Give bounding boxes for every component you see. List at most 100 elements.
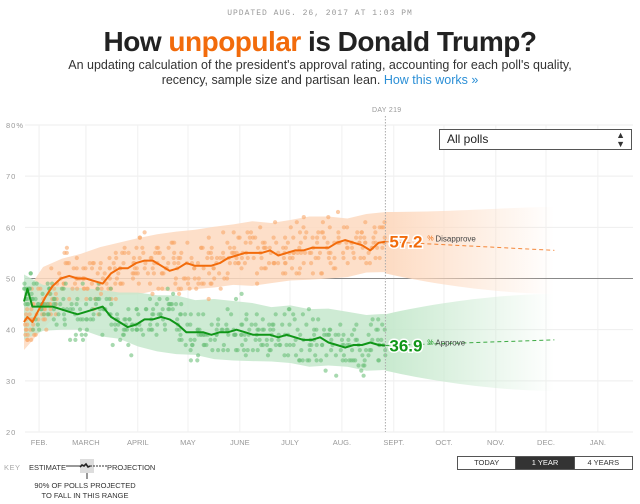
poll-point: [231, 230, 236, 235]
poll-point: [77, 327, 83, 332]
poll-point: [155, 322, 160, 327]
poll-point: [304, 230, 309, 235]
poll-point: [323, 368, 328, 373]
disapprove-projection-line: [385, 241, 555, 251]
poll-point: [310, 317, 315, 322]
poll-point: [351, 250, 356, 255]
poll-point: [121, 261, 126, 266]
poll-point: [107, 266, 112, 271]
poll-point: [172, 240, 177, 245]
legend-symbol-icon: [66, 459, 108, 479]
x-tick-label: MARCH: [72, 438, 100, 447]
poll-point: [309, 261, 314, 266]
poll-point: [189, 342, 195, 348]
poll-point: [362, 235, 367, 240]
poll-point: [183, 342, 188, 348]
poll-point: [160, 271, 165, 276]
time-button-4-years[interactable]: 4 YEARS: [587, 458, 620, 467]
poll-point: [319, 271, 325, 276]
poll-point: [267, 245, 272, 250]
poll-point: [35, 322, 41, 327]
poll-point: [369, 348, 374, 353]
title-highlight: unpopular: [168, 26, 301, 57]
y-tick-label: 80%: [6, 121, 24, 130]
poll-point: [268, 327, 273, 332]
poll-point: [196, 276, 201, 281]
poll-point: [25, 332, 30, 337]
poll-point: [267, 322, 272, 327]
time-button-today[interactable]: TODAY: [458, 457, 517, 469]
poll-point: [80, 281, 85, 286]
x-tick-label: MAY: [180, 438, 196, 447]
poll-point: [355, 230, 360, 235]
poll-point: [91, 312, 96, 317]
poll-point: [316, 255, 321, 261]
poll-point: [333, 332, 338, 337]
poll-point: [359, 368, 364, 373]
poll-point: [113, 327, 118, 332]
poll-point: [245, 255, 250, 261]
poll-point: [324, 353, 329, 358]
y-tick-label: 30: [6, 377, 16, 386]
poll-point: [104, 296, 109, 302]
poll-point: [280, 271, 286, 276]
poll-point: [178, 312, 183, 317]
poll-point: [319, 342, 325, 348]
disapprove-series-label: Disapprove: [435, 235, 476, 244]
poll-point: [95, 286, 100, 291]
poll-point: [341, 225, 346, 230]
poll-point: [41, 312, 46, 317]
poll-point: [236, 261, 241, 266]
poll-point: [114, 255, 119, 261]
poll-point: [260, 342, 266, 348]
poll-point: [322, 235, 327, 240]
poll-point: [350, 348, 355, 353]
poll-filter-select[interactable]: All polls ▲ ▼: [439, 129, 632, 150]
poll-point: [328, 327, 333, 332]
select-arrows-icon: ▲ ▼: [616, 130, 625, 149]
poll-point: [307, 250, 312, 255]
poll-point: [150, 266, 155, 271]
poll-point: [62, 317, 67, 322]
poll-point: [377, 255, 382, 261]
poll-point: [130, 276, 136, 281]
poll-point: [147, 296, 153, 302]
poll-point: [185, 322, 190, 327]
updated-timestamp: UPDATED AUG. 26, 2017 AT 1:03 PM: [227, 9, 413, 18]
poll-point: [172, 250, 177, 255]
poll-point: [156, 286, 161, 291]
how-this-works-link[interactable]: How this works »: [383, 73, 479, 87]
poll-point: [366, 250, 371, 255]
time-button-1-year[interactable]: 1 YEAR: [516, 457, 575, 469]
poll-point: [147, 281, 153, 286]
poll-point: [208, 337, 213, 342]
poll-point: [211, 266, 216, 271]
poll-point: [89, 281, 94, 286]
poll-point: [231, 250, 236, 255]
poll-point: [382, 327, 387, 332]
poll-point: [97, 312, 102, 317]
x-tick-label: OCT.: [435, 438, 452, 447]
approve-series-label: Approve: [435, 339, 465, 348]
poll-point: [123, 327, 128, 332]
x-tick-label: NOV.: [487, 438, 505, 447]
poll-point: [363, 348, 369, 353]
poll-point: [201, 266, 206, 271]
poll-point: [70, 286, 75, 291]
poll-point: [61, 312, 67, 317]
poll-point: [54, 322, 59, 327]
poll-point: [239, 266, 244, 271]
poll-point: [22, 286, 27, 291]
poll-point: [286, 353, 291, 358]
title-before: How: [103, 26, 169, 57]
poll-point: [57, 271, 62, 276]
poll-point: [209, 322, 214, 327]
poll-point: [327, 332, 332, 337]
poll-point: [192, 276, 197, 281]
poll-point: [366, 332, 371, 337]
poll-point: [113, 296, 118, 302]
poll-point: [295, 327, 300, 332]
poll-point: [38, 286, 43, 291]
